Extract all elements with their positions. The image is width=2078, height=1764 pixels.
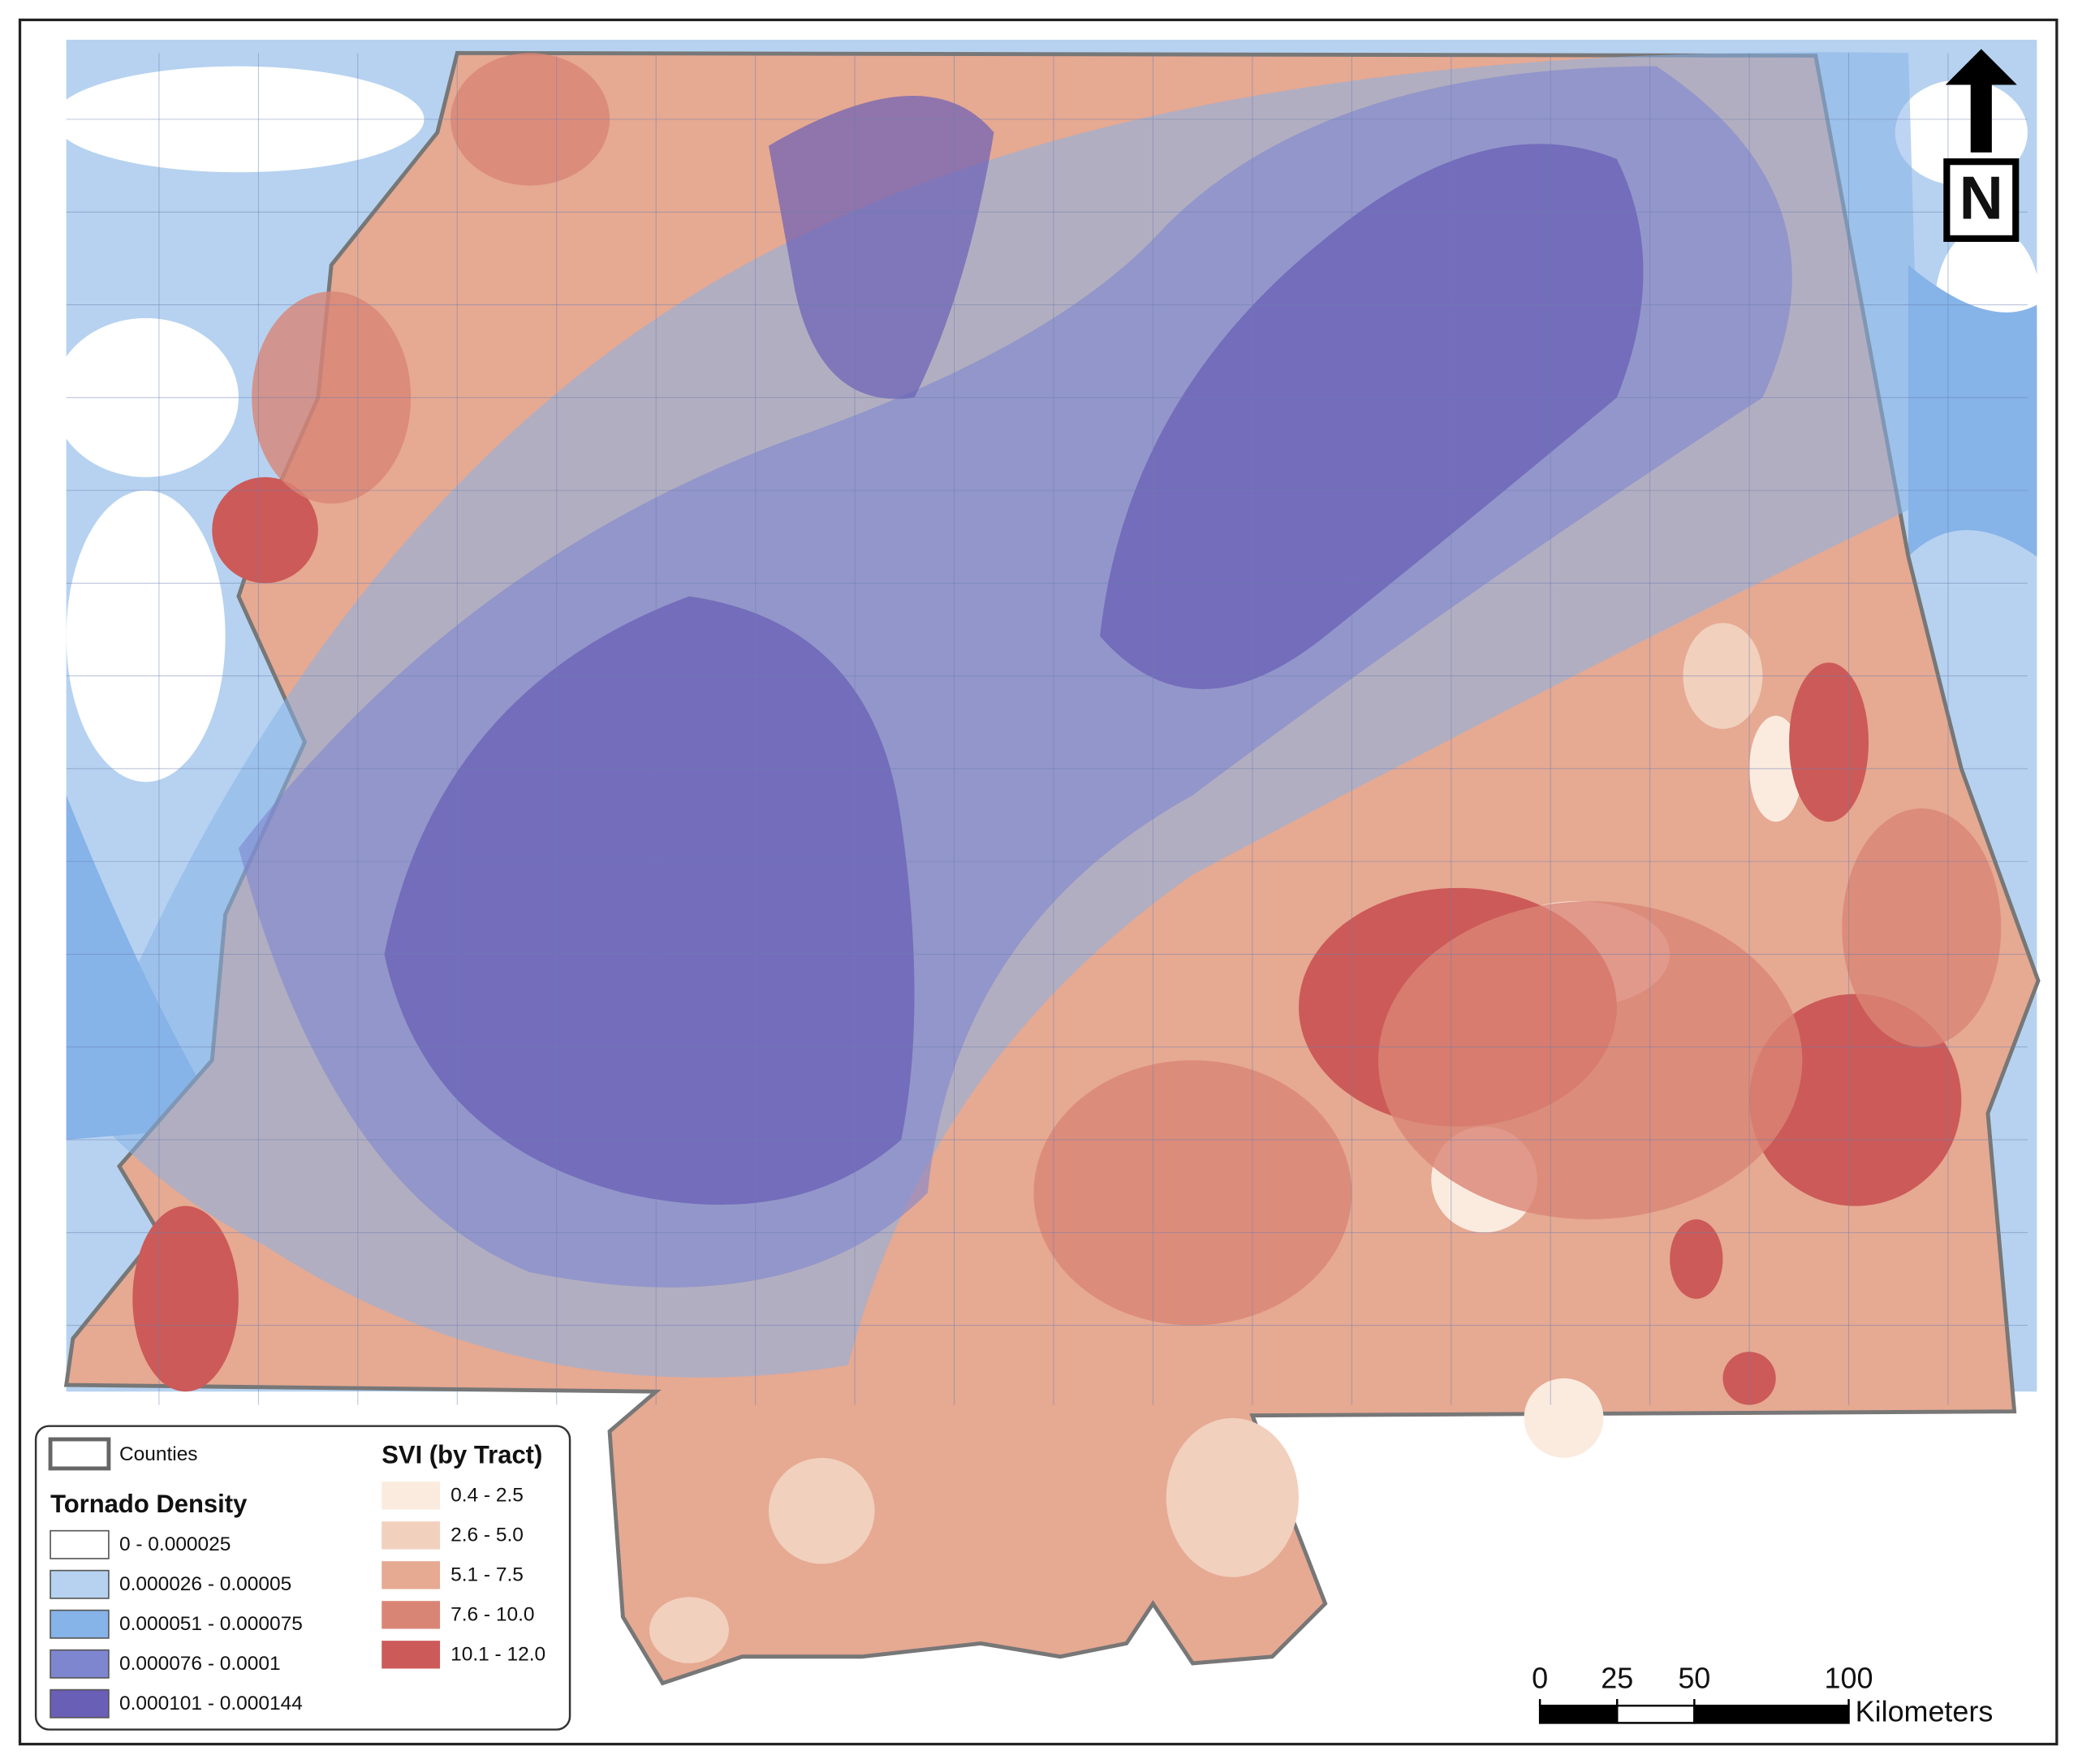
- arrow: [1945, 49, 2017, 153]
- legend: Counties Tornado Density SVI (by Tract) …: [34, 1425, 571, 1731]
- legend-label: 0.000076 - 0.0001: [119, 1653, 281, 1675]
- legend-swatch: [50, 1689, 110, 1719]
- svi-zone: [1377, 901, 1803, 1219]
- legend-label: 0.000101 - 0.000144: [119, 1693, 303, 1714]
- tornado-zone: [66, 490, 226, 783]
- legend-swatch: [50, 1649, 110, 1679]
- svi-zone: [212, 477, 318, 584]
- scale-label: 25: [1601, 1662, 1633, 1695]
- svi-zone: [1524, 1378, 1604, 1458]
- scale-segment: [1693, 1704, 1850, 1724]
- legend-swatch: [382, 1482, 441, 1510]
- legend-swatch: [382, 1601, 441, 1629]
- svi-zone: [768, 1457, 875, 1564]
- county-swatch: [48, 1437, 111, 1471]
- svi-zone: [1789, 662, 1869, 822]
- legend-label: Counties: [119, 1443, 198, 1465]
- legend-label: 10.1 - 12.0: [451, 1644, 545, 1666]
- svi-zone: [1842, 808, 2002, 1047]
- tornado-zone: [1908, 265, 2037, 557]
- scale-label: 50: [1678, 1662, 1710, 1695]
- legend-label: 5.1 - 7.5: [451, 1564, 524, 1586]
- svi-zone: [649, 1597, 729, 1663]
- legend-label: 0.000026 - 0.00005: [119, 1573, 291, 1595]
- svi-zone: [1670, 1218, 1723, 1299]
- legend-swatch: [50, 1529, 110, 1559]
- tornado-zone: [384, 596, 915, 1205]
- legend-label: 0 - 0.000025: [119, 1533, 231, 1555]
- scale-unit: Kilometers: [1856, 1694, 1994, 1727]
- legend-label: 0.000051 - 0.000075: [119, 1613, 303, 1635]
- legend-swatch: [382, 1521, 441, 1550]
- scale-bar: Kilometers 0 25 50 100: [1532, 1662, 1993, 1728]
- north-arrow: N: [1943, 49, 2020, 242]
- legend-swatch: [382, 1561, 441, 1589]
- legend-title: SVI (by Tract): [382, 1440, 542, 1469]
- map-base: [53, 39, 2041, 1686]
- arrow-box: [1943, 158, 2020, 242]
- scale-segment: [1616, 1704, 1696, 1724]
- tornado-zone: [1100, 144, 1644, 689]
- legend-swatch: [50, 1569, 110, 1599]
- svi-zone: [132, 1205, 239, 1392]
- legend-label: 2.6 - 5.0: [451, 1525, 524, 1546]
- legend-title: Tornado Density: [50, 1490, 248, 1518]
- scale-label: 100: [1825, 1662, 1873, 1695]
- scale-segment: [1538, 1704, 1619, 1724]
- north-label: N: [1959, 164, 2003, 232]
- tornado-zone: [768, 96, 994, 399]
- legend-label: 7.6 - 10.0: [451, 1604, 534, 1626]
- svi-zone: [1033, 1060, 1352, 1326]
- scale-label: 0: [1532, 1662, 1548, 1695]
- svi-zone: [1166, 1417, 1299, 1577]
- legend-swatch: [50, 1609, 110, 1639]
- legend-label: 0.4 - 2.5: [451, 1485, 524, 1507]
- legend-swatch: [382, 1641, 441, 1669]
